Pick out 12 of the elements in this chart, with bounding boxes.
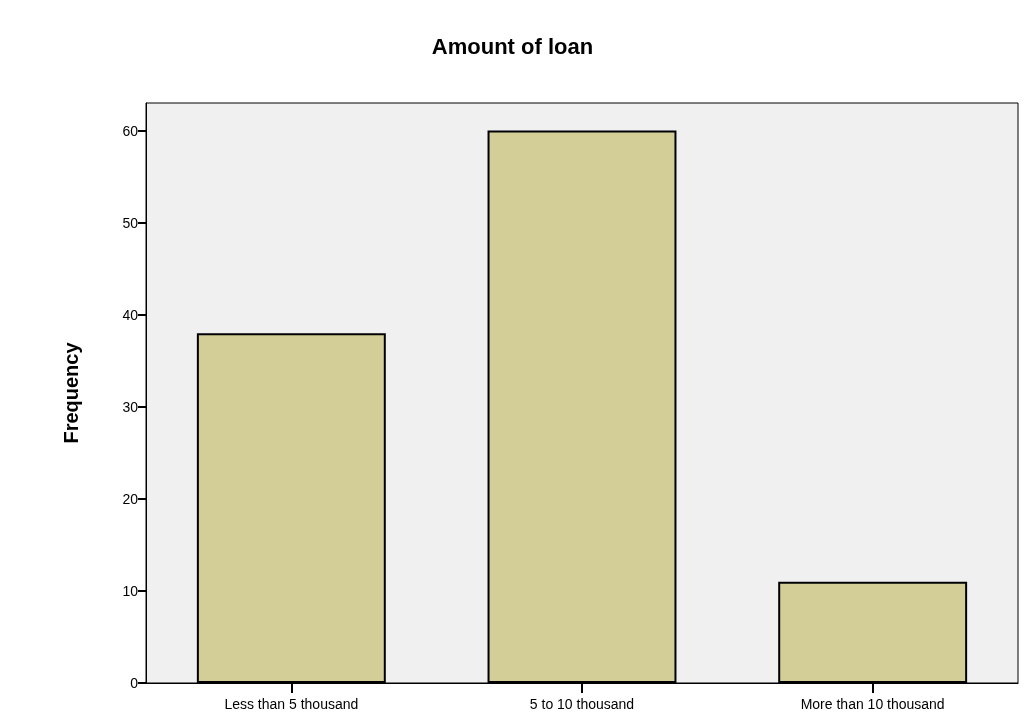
chart-title: Amount of loan <box>431 33 594 59</box>
y-tick-label: 60 <box>122 122 139 139</box>
y-tick-label: 30 <box>122 398 139 415</box>
y-tick-label: 0 <box>130 675 139 691</box>
y-tick-label: 10 <box>122 582 139 599</box>
y-tick-label: 50 <box>122 214 139 231</box>
x-tick-label: More than 10 thousand <box>800 696 945 712</box>
y-tick-label: 40 <box>122 306 139 323</box>
x-tick-label: 5 to 10 thousand <box>529 696 635 712</box>
x-tick-label: Less than 5 thousand <box>224 696 359 712</box>
y-tick-label: 20 <box>122 490 139 507</box>
y-axis-title: Frequency <box>60 341 82 444</box>
